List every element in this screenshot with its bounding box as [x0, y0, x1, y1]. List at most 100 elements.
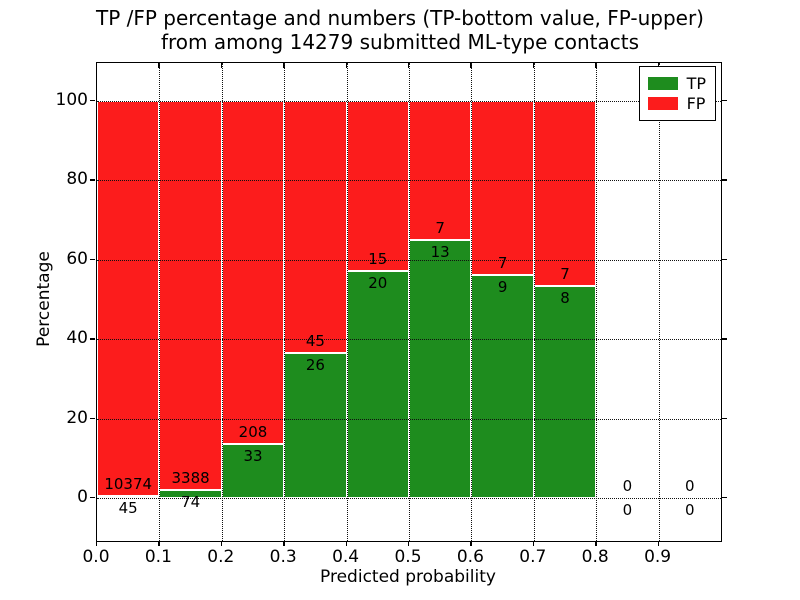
vertical-gridline [596, 63, 598, 541]
y-tick-label: 0 [77, 487, 88, 507]
x-axis-label: Predicted probability [320, 567, 496, 587]
x-tick-mark-top [283, 63, 285, 68]
x-tick-mark [408, 541, 410, 546]
vertical-gridline [409, 63, 410, 541]
y-tick-mark-right [721, 497, 727, 499]
x-tick-mark [345, 541, 347, 546]
tp-bar-segment [533, 286, 597, 498]
x-tick-mark-top [96, 63, 98, 68]
y-tick-mark-right [721, 258, 727, 261]
x-tick-mark-top [532, 63, 535, 68]
fp-count-label: 7 [497, 253, 508, 272]
x-tick-mark-top [158, 63, 160, 68]
tp-count-label: 8 [560, 289, 570, 308]
y-tick-label: 40 [66, 328, 88, 349]
vertical-gridline [159, 63, 161, 541]
fp-count-label: 7 [435, 218, 445, 237]
legend-entry-label: FP [686, 94, 706, 113]
tp-count-label: 20 [368, 274, 388, 293]
tp-count-label: 74 [181, 492, 201, 511]
x-tick-label: 0.2 [207, 547, 235, 567]
y-tick-mark [90, 179, 95, 181]
x-tick-mark [470, 541, 472, 546]
chart-title-line2: from among 14279 submitted ML-type conta… [160, 30, 640, 54]
fp-bar-segment [221, 101, 285, 444]
x-tick-mark-top [220, 63, 223, 68]
vertical-gridline [471, 63, 473, 541]
vertical-gridline [658, 63, 660, 541]
y-tick-mark-right [721, 179, 727, 181]
fp-count-label: 0 [685, 477, 695, 495]
fp-bar-segment [471, 101, 534, 275]
tp-bar-segment [471, 274, 534, 498]
y-tick-mark-right [721, 100, 727, 102]
y-tick-label: 80 [66, 169, 88, 190]
x-tick-mark-top [470, 63, 472, 68]
legend: TP FP [638, 66, 716, 121]
y-tick-mark-right [721, 338, 727, 340]
tp-bar-segment [284, 352, 347, 498]
grid-layer [97, 63, 721, 541]
x-tick-label: 0.9 [644, 547, 672, 567]
bars-layer [97, 63, 721, 541]
tp-count-label: 0 [622, 501, 633, 519]
x-tick-label: 0.3 [269, 547, 297, 567]
x-tick-label: 0.4 [332, 547, 360, 567]
fp-count-label: 15 [368, 250, 388, 269]
fp-count-label: 45 [305, 331, 325, 350]
bar-count-labels-layer: 10374 45 3388 74 208 33 45 26 15 20 7 13 7 9 7 8 0 0 0 0 [97, 63, 721, 541]
y-tick-label: 100 [55, 90, 88, 110]
x-tick-label: 0.7 [519, 547, 547, 567]
y-tick-mark [90, 338, 95, 340]
x-tick-mark [96, 541, 98, 546]
tp-bar-segment [221, 443, 285, 498]
x-tick-label: 0.0 [82, 547, 110, 567]
fp-count-label: 10374 [104, 475, 153, 494]
x-tick-label: 0.5 [394, 547, 422, 567]
y-tick-mark [90, 100, 95, 102]
tp-legend-swatch [647, 77, 678, 90]
chart-title: TP /FP percentage and numbers (TP-bottom… [0, 6, 800, 54]
x-tick-mark [158, 541, 160, 546]
x-tick-mark-top [408, 63, 410, 68]
x-tick-mark [532, 541, 535, 546]
fp-legend-swatch [647, 97, 678, 110]
vertical-gridline [346, 63, 348, 541]
y-tick-mark-right [721, 417, 727, 419]
x-tick-label: 0.6 [456, 547, 484, 567]
tp-bar-segment [97, 496, 160, 499]
y-tick-mark [90, 417, 95, 419]
fp-count-label: 3388 [171, 468, 210, 487]
legend-entry: TP [647, 74, 706, 93]
tp-count-label: 0 [685, 501, 695, 519]
tp-count-label: 33 [243, 446, 263, 465]
tp-count-label: 26 [305, 355, 325, 374]
chart-title-line1: TP /FP percentage and numbers (TP-bottom… [96, 6, 704, 30]
tp-count-label: 9 [497, 277, 508, 296]
x-tick-mark-top [345, 63, 347, 68]
legend-entry: FP [647, 94, 706, 113]
x-tick-mark-top [657, 63, 659, 68]
x-tick-mark [657, 541, 659, 546]
fp-count-label: 7 [560, 265, 570, 284]
vertical-gridline [533, 63, 535, 541]
fp-bar-segment [97, 101, 160, 497]
y-tick-label: 60 [66, 248, 88, 269]
vertical-gridline [221, 63, 223, 541]
fp-count-label: 0 [622, 477, 633, 495]
y-tick-mark [90, 497, 95, 499]
x-tick-mark [220, 541, 223, 546]
x-tick-label: 0.8 [581, 547, 609, 567]
x-tick-label: 0.1 [144, 547, 172, 567]
x-tick-mark [283, 541, 285, 546]
x-tick-mark [595, 541, 597, 546]
tp-count-label: 45 [118, 499, 138, 518]
legend-entry-label: TP [686, 74, 706, 93]
y-tick-mark [90, 258, 95, 261]
vertical-gridline [284, 63, 286, 541]
fp-bar-segment [409, 101, 472, 240]
y-tick-label: 20 [66, 407, 88, 428]
plot-area: 10374 45 3388 74 208 33 45 26 15 20 7 13 7 9 7 8 0 0 0 0 TP… [96, 62, 722, 542]
tp-count-label: 13 [430, 242, 450, 261]
